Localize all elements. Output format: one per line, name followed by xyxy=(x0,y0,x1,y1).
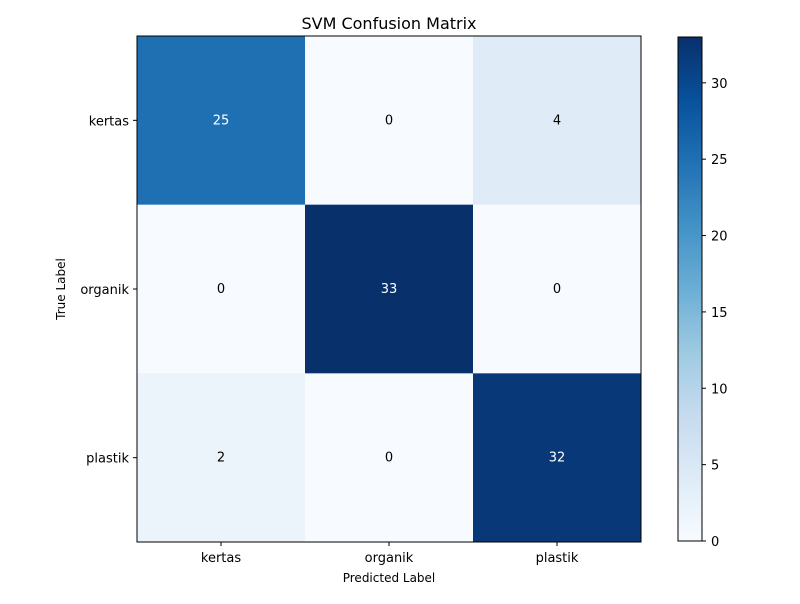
cell-value-label: 4 xyxy=(553,113,561,128)
colorbar-tick-label: 25 xyxy=(711,153,728,168)
cell-value-label: 0 xyxy=(385,113,393,128)
colorbar-tick-label: 5 xyxy=(711,459,719,474)
heatmap-cells xyxy=(137,36,642,543)
y-axis-ticks: kertas organik plastik xyxy=(80,114,137,467)
chart-title: SVM Confusion Matrix xyxy=(301,14,476,33)
colorbar-tick-label: 0 xyxy=(711,535,719,550)
heatmap-cell-labels: 25 0 4 0 33 0 2 0 32 xyxy=(213,113,566,465)
colorbar-tick-label: 30 xyxy=(711,77,728,92)
y-tick-label: kertas xyxy=(89,114,129,129)
heatmap-cell-plastik-plastik xyxy=(473,373,642,543)
heatmap-cell-organik-plastik xyxy=(473,204,642,374)
heatmap-cell-organik-kertas xyxy=(137,204,306,374)
heatmap-cell-kertas-plastik xyxy=(473,36,642,206)
cell-value-label: 0 xyxy=(217,282,225,297)
colorbar-tick-label: 15 xyxy=(711,306,728,321)
x-tick-label: plastik xyxy=(536,551,579,566)
colorbar-tick-label: 20 xyxy=(711,230,728,245)
colorbar xyxy=(677,36,703,542)
x-tick-label: organik xyxy=(365,551,414,566)
heatmap-cell-kertas-organik xyxy=(305,36,474,206)
cell-value-label: 0 xyxy=(385,451,393,466)
colorbar-ticks: 0 5 10 15 20 25 30 xyxy=(702,77,728,550)
cell-value-label: 2 xyxy=(217,451,225,466)
y-tick-label: organik xyxy=(80,283,129,298)
cell-value-label: 25 xyxy=(213,113,230,128)
cell-value-label: 32 xyxy=(549,451,566,466)
heatmap-cell-organik-organik xyxy=(305,204,474,374)
x-axis-label: Predicted Label xyxy=(343,571,436,585)
heatmap-cell-kertas-kertas xyxy=(137,36,306,206)
x-axis-ticks: kertas organik plastik xyxy=(201,542,579,566)
cell-value-label: 33 xyxy=(381,282,398,297)
y-tick-label: plastik xyxy=(86,452,129,467)
cell-value-label: 0 xyxy=(553,282,561,297)
colorbar-tick-label: 10 xyxy=(711,382,728,397)
heatmap-cell-plastik-kertas xyxy=(137,373,306,543)
y-axis-label: True Label xyxy=(54,258,68,321)
x-tick-label: kertas xyxy=(201,551,241,566)
heatmap-cell-plastik-organik xyxy=(305,373,474,543)
